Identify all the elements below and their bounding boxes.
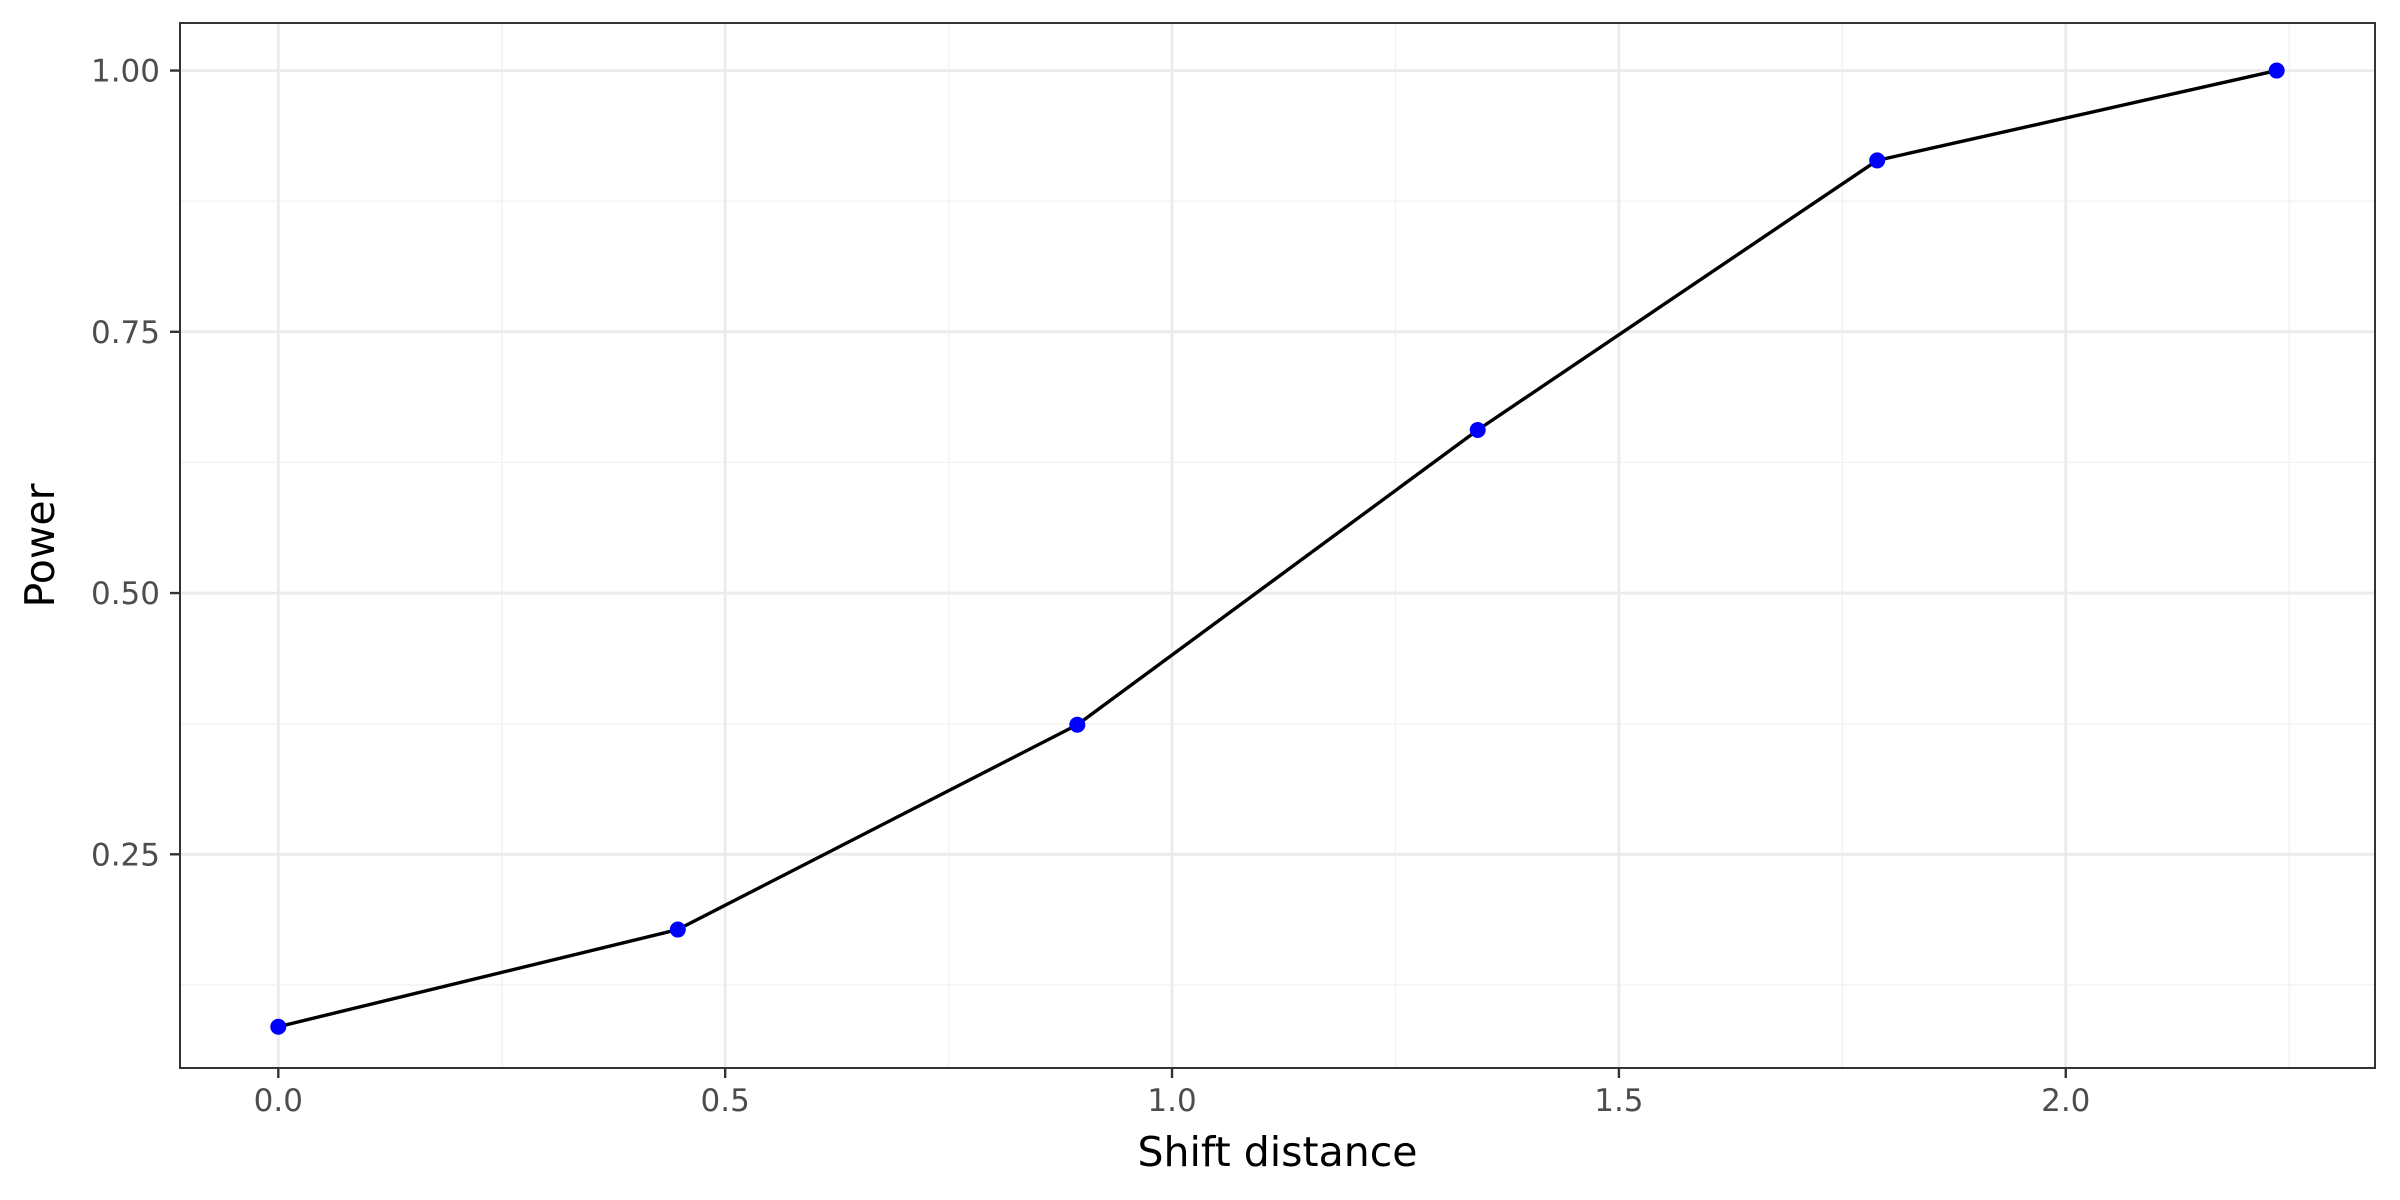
x-tick-label: 1.0 [1147,1083,1196,1119]
y-tick-label: 0.50 [91,576,160,612]
series-layer [270,62,2285,1035]
y-tick-label: 0.25 [91,837,160,873]
y-tick-label: 0.75 [91,315,160,351]
y-axis-title: Power [16,483,64,607]
series-line [277,68,2278,1029]
data-point [270,1018,287,1035]
x-axis-title: Shift distance [1138,1128,1418,1176]
y-axis: 0.25 0.50 0.75 1.00 [91,54,180,873]
y-tick-label: 1.00 [91,54,160,90]
x-tick-label: 1.5 [1594,1083,1643,1119]
x-tick-label: 2.0 [2041,1083,2090,1119]
data-point [2268,62,2285,79]
x-tick-label: 0.5 [701,1083,750,1119]
major-gridlines [180,23,2375,1068]
data-point [669,921,686,938]
data-point [1469,422,1486,439]
x-axis: 0.0 0.5 1.0 1.5 2.0 [254,1068,2090,1119]
data-point [1069,716,1086,733]
panel-border [179,22,2376,1069]
data-point [1869,152,1886,169]
x-tick-label: 0.0 [254,1083,303,1119]
minor-gridlines [180,23,2375,1068]
